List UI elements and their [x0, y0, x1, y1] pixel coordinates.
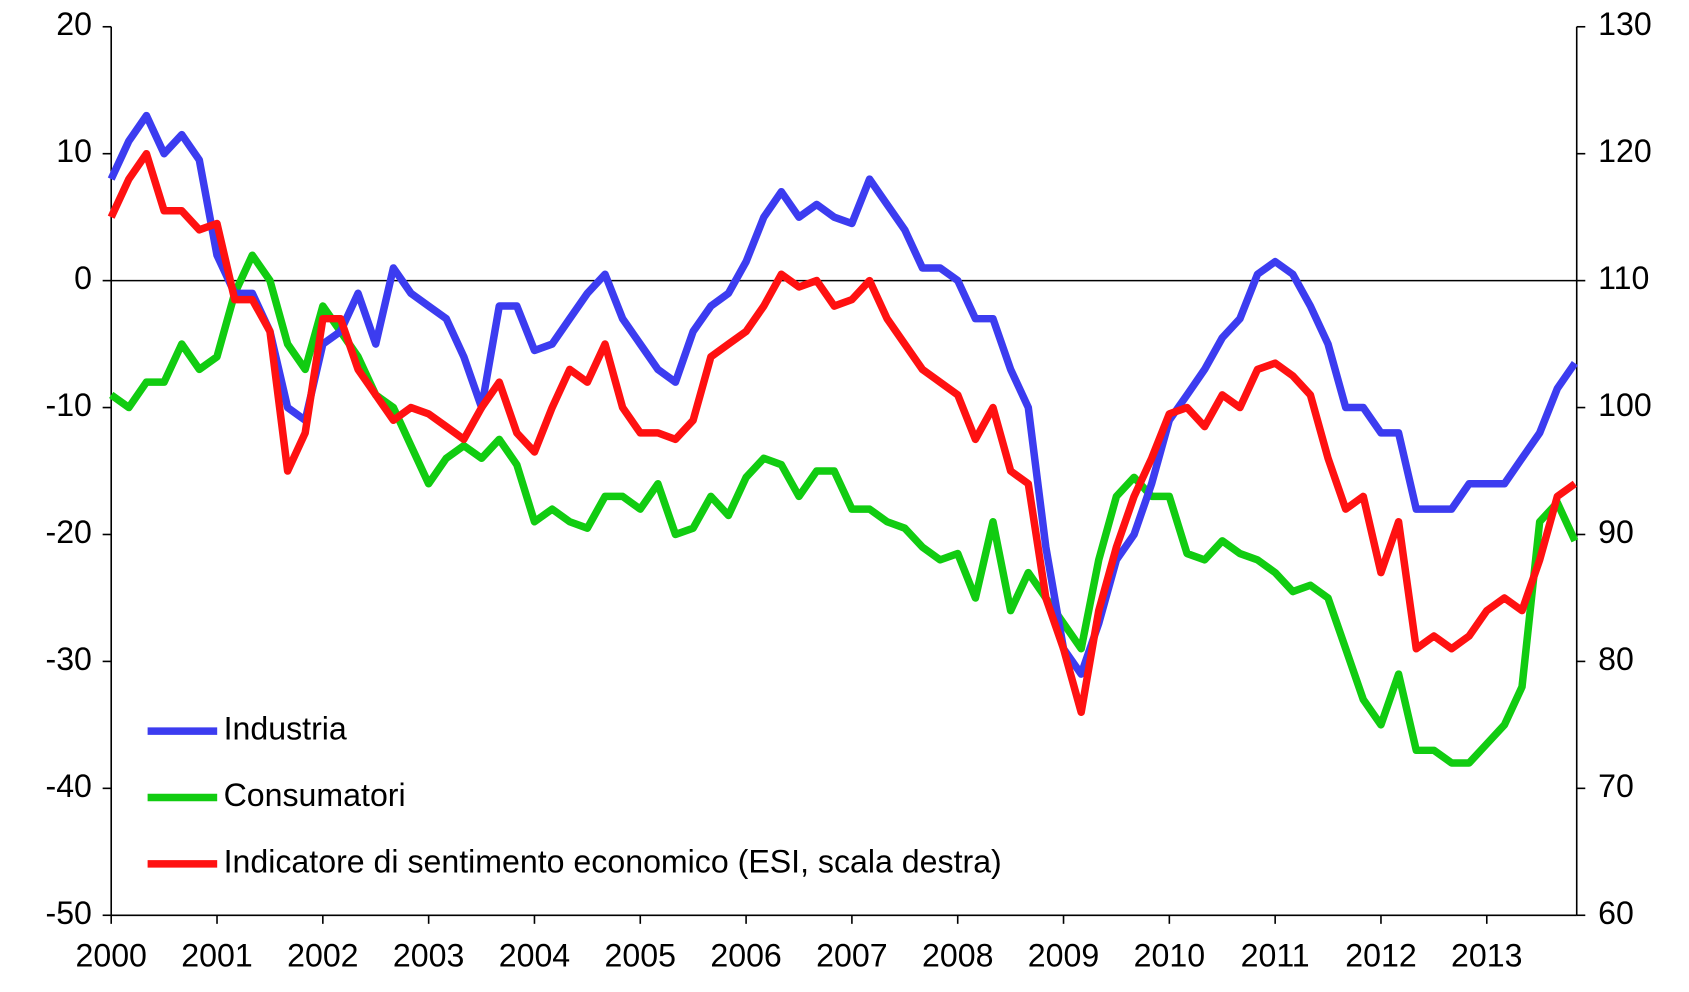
y-tick-label: -40 — [46, 768, 92, 804]
series-line — [107, 149, 1578, 716]
x-tick-label: 2012 — [1345, 938, 1416, 974]
x-tick-label: 2013 — [1451, 938, 1522, 974]
y2-tick-label: 130 — [1598, 6, 1652, 42]
legend-label: Industria — [224, 711, 347, 747]
y2-tick-label: 70 — [1598, 768, 1634, 804]
y-tick-label: 0 — [74, 260, 92, 296]
y-tick-label: 10 — [56, 133, 92, 169]
x-tick-label: 2006 — [710, 938, 781, 974]
x-tick-label: 2007 — [816, 938, 887, 974]
legend-label: Consumatori — [224, 777, 406, 813]
series-line — [107, 111, 1578, 678]
y-tick-label: -50 — [46, 895, 92, 931]
x-tick-label: 2002 — [287, 938, 358, 974]
x-tick-label: 2010 — [1134, 938, 1205, 974]
x-tick-label: 2001 — [181, 938, 252, 974]
x-tick-label: 2011 — [1241, 938, 1310, 974]
legend-label: Indicatore di sentimento economico (ESI,… — [224, 843, 1002, 879]
y-tick-label: -20 — [46, 514, 92, 550]
y-tick-label: -30 — [46, 641, 92, 677]
x-tick-label: 2009 — [1028, 938, 1099, 974]
y2-tick-label: 90 — [1598, 514, 1634, 550]
y2-tick-label: 120 — [1598, 133, 1652, 169]
y-tick-label: 20 — [56, 6, 92, 42]
x-tick-label: 2008 — [922, 938, 993, 974]
y2-tick-label: 60 — [1598, 895, 1634, 931]
x-tick-label: 2000 — [75, 938, 146, 974]
y2-tick-label: 100 — [1598, 387, 1652, 423]
series-line — [109, 251, 1579, 767]
y-tick-label: -10 — [46, 387, 92, 423]
x-tick-label: 2003 — [393, 938, 464, 974]
x-tick-label: 2005 — [605, 938, 676, 974]
y2-tick-label: 80 — [1598, 641, 1634, 677]
y2-tick-label: 110 — [1598, 260, 1649, 296]
x-tick-label: 2004 — [499, 938, 570, 974]
